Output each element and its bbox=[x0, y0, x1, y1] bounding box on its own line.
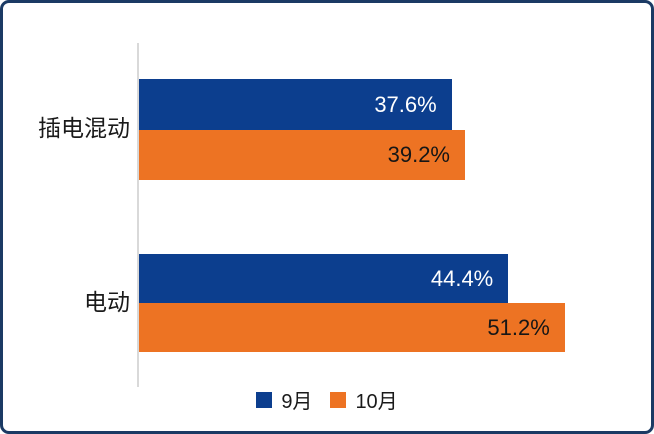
category-label-electric: 电动 bbox=[84, 289, 130, 315]
bar-plugin-hybrid-september: 37.6% bbox=[139, 79, 452, 130]
bar-electric-october: 51.2% bbox=[139, 303, 565, 352]
data-label-electric-september: 44.4% bbox=[430, 265, 494, 291]
bar-electric-september: 44.4% bbox=[139, 254, 509, 303]
legend-item-october: 10月 bbox=[330, 385, 398, 414]
data-label-electric-october: 51.2% bbox=[487, 314, 550, 340]
legend: 9月 10月 bbox=[3, 385, 651, 414]
data-label-plugin-hybrid-september: 37.6% bbox=[374, 91, 437, 117]
legend-label-september: 9月 bbox=[281, 391, 313, 413]
y-axis-line bbox=[137, 43, 139, 387]
plot-area: 37.6% 39.2% 44.4% 51.2% bbox=[139, 3, 638, 431]
legend-label-october: 10月 bbox=[355, 391, 398, 413]
legend-item-september: 9月 bbox=[256, 385, 312, 414]
legend-swatch-october bbox=[330, 391, 347, 408]
bar-plugin-hybrid-october: 39.2% bbox=[139, 130, 465, 180]
data-label-plugin-hybrid-october: 39.2% bbox=[387, 142, 450, 167]
legend-swatch-september bbox=[256, 391, 273, 408]
category-label-plugin-hybrid: 插电混动 bbox=[38, 115, 130, 141]
